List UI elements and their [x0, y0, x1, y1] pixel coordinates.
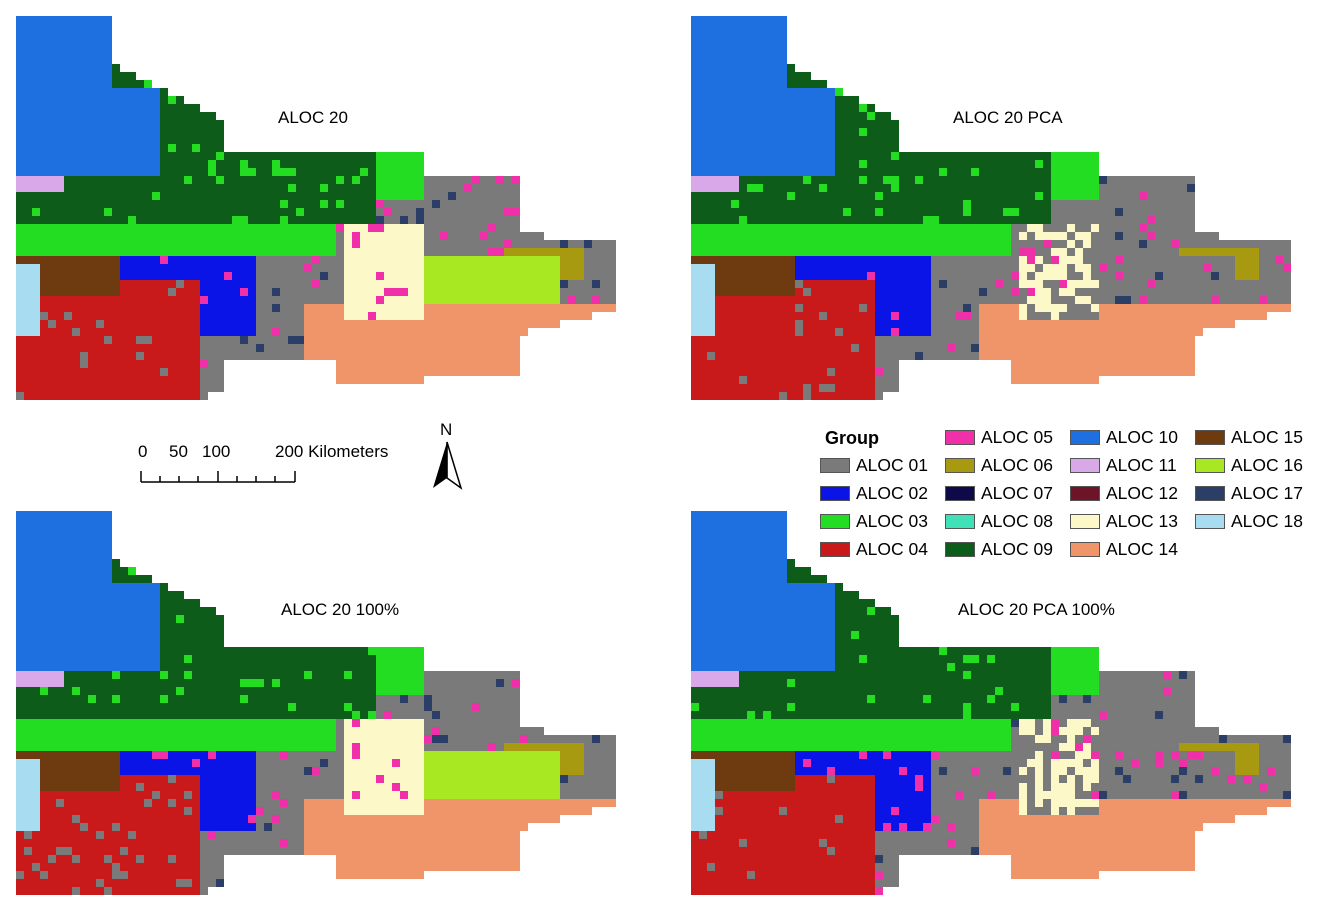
map-aloc20-100 [16, 511, 616, 895]
legend-label: ALOC 04 [856, 538, 928, 559]
legend: Group ALOC 01 ALOC 02 ALOC 03 ALOC 04 ALOC 0… [820, 424, 1330, 564]
map-panel-aloc20 [0, 0, 640, 430]
legend-label: ALOC 16 [1231, 454, 1303, 475]
legend-label: ALOC 03 [856, 510, 928, 531]
legend-item: ALOC 12 [1070, 482, 1178, 504]
legend-label: ALOC 13 [1106, 510, 1178, 531]
map-panel-aloc20pca-100 [675, 495, 1315, 923]
legend-label: ALOC 11 [1106, 454, 1177, 475]
map-panel-aloc20pca [675, 0, 1315, 430]
north-arrow: N [428, 420, 468, 495]
legend-label: ALOC 14 [1106, 538, 1178, 559]
scale-label-0: 0 [138, 442, 148, 461]
scale-label-50: 50 [169, 442, 188, 461]
map-title-aloc20-100: ALOC 20 100% [281, 600, 400, 619]
legend-label: ALOC 15 [1231, 426, 1303, 447]
legend-swatch [820, 541, 850, 557]
legend-swatch [1070, 541, 1100, 557]
legend-label: ALOC 10 [1106, 426, 1178, 447]
legend-label: ALOC 02 [856, 482, 928, 503]
legend-title: Group [825, 428, 879, 448]
map-panel-aloc20-100 [0, 495, 640, 923]
legend-item: ALOC 13 [1070, 510, 1178, 532]
legend-swatch [945, 541, 975, 557]
legend-label: ALOC 12 [1106, 482, 1178, 503]
legend-item: ALOC 03 [820, 510, 928, 532]
legend-item: ALOC 15 [1195, 426, 1303, 448]
legend-item: ALOC 11 [1070, 454, 1177, 476]
legend-label: ALOC 07 [981, 482, 1053, 503]
legend-swatch [1195, 513, 1225, 529]
legend-item: ALOC 14 [1070, 538, 1178, 560]
legend-swatch [1070, 457, 1100, 473]
map-title-aloc20pca-100: ALOC 20 PCA 100% [958, 600, 1115, 619]
scale-bar-ruler [140, 471, 296, 483]
legend-swatch [820, 457, 850, 473]
legend-swatch [945, 457, 975, 473]
legend-item: ALOC 18 [1195, 510, 1303, 532]
legend-item: ALOC 04 [820, 538, 928, 560]
map-aloc20pca-100 [691, 511, 1291, 895]
legend-swatch [945, 429, 975, 445]
legend-swatch [1070, 429, 1100, 445]
legend-item: ALOC 05 [945, 426, 1053, 448]
legend-item: ALOC 08 [945, 510, 1053, 532]
legend-swatch [945, 485, 975, 501]
legend-swatch [1195, 485, 1225, 501]
legend-swatch [1070, 513, 1100, 529]
legend-label: ALOC 05 [981, 426, 1053, 447]
legend-swatch [1195, 457, 1225, 473]
legend-swatch [820, 513, 850, 529]
legend-label: ALOC 09 [981, 538, 1053, 559]
legend-swatch [1195, 429, 1225, 445]
legend-label: ALOC 06 [981, 454, 1053, 475]
legend-swatch [1070, 485, 1100, 501]
legend-item: ALOC 07 [945, 482, 1053, 504]
scale-label-200: 200 Kilometers [275, 442, 389, 461]
map-aloc20 [16, 16, 616, 400]
map-title-aloc20: ALOC 20 [278, 108, 348, 127]
legend-item: ALOC 10 [1070, 426, 1178, 448]
legend-swatch [820, 485, 850, 501]
scale-label-100: 100 [202, 442, 231, 461]
legend-item: ALOC 01 [820, 454, 928, 476]
legend-item: ALOC 06 [945, 454, 1053, 476]
scale-bar: 0 50 100 200 Kilometers [135, 440, 435, 500]
legend-item: ALOC 09 [945, 538, 1053, 560]
map-title-aloc20pca: ALOC 20 PCA [953, 108, 1063, 127]
legend-item: ALOC 16 [1195, 454, 1303, 476]
map-aloc20pca [691, 16, 1291, 400]
legend-label: ALOC 18 [1231, 510, 1303, 531]
legend-label: ALOC 08 [981, 510, 1053, 531]
legend-label: ALOC 01 [856, 454, 928, 475]
legend-swatch [945, 513, 975, 529]
legend-item: ALOC 17 [1195, 482, 1303, 504]
north-arrow-label: N [440, 420, 453, 439]
legend-label: ALOC 17 [1231, 482, 1303, 503]
north-arrow-icon [433, 441, 463, 490]
legend-item: ALOC 02 [820, 482, 928, 504]
